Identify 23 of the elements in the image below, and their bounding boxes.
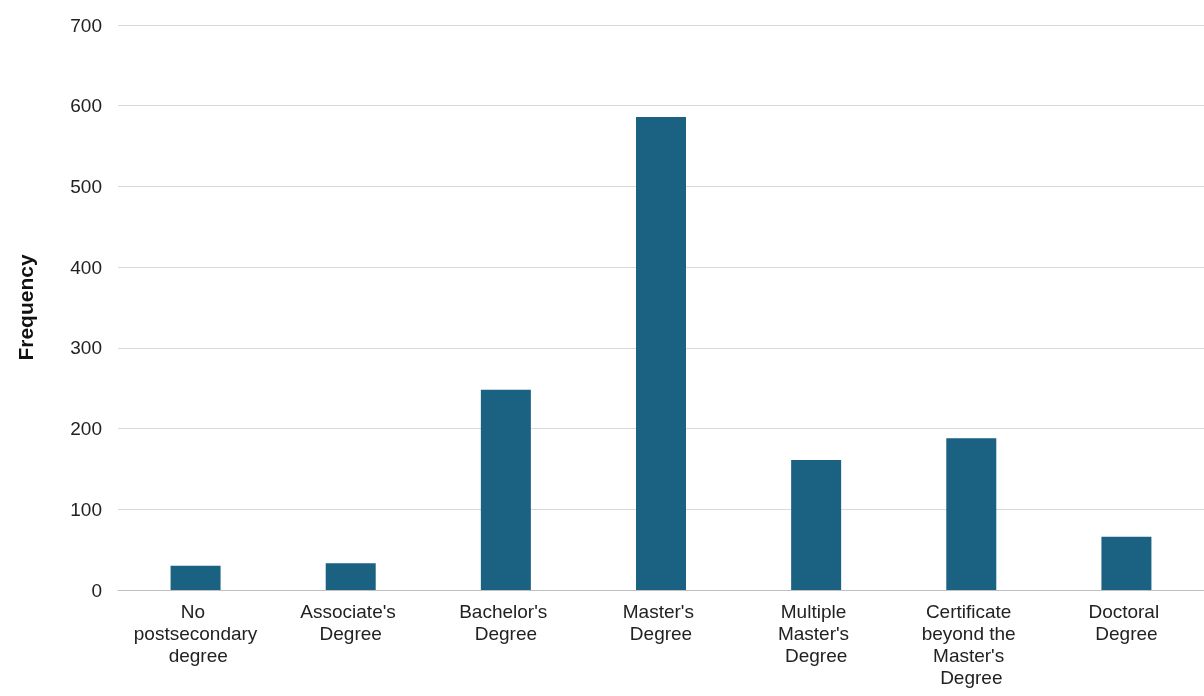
x-tick-label: Master's Degree [622, 600, 700, 644]
bar [791, 460, 842, 590]
x-tick-label: No postsecondary degree [133, 600, 258, 666]
bar [1101, 536, 1152, 590]
y-tick-label: 0 [91, 579, 102, 601]
y-tick-label: 300 [70, 337, 102, 359]
x-tick-label: Doctoral Degree [1088, 600, 1165, 644]
x-tick-label: Bachelor's Degree [459, 600, 553, 644]
y-tick-label: 200 [70, 418, 102, 440]
bar [170, 565, 221, 590]
bar [325, 563, 376, 590]
bar [636, 117, 686, 590]
y-tick-label: 600 [70, 95, 102, 117]
bar [480, 389, 531, 590]
y-tick-label: 500 [70, 175, 102, 197]
x-tick-label: Multiple Master's Degree [777, 600, 855, 666]
x-tick-label: Certificate beyond the Master's Degree [921, 600, 1021, 688]
y-tick-label: 100 [70, 498, 102, 520]
y-tick-label: 700 [70, 14, 102, 36]
x-tick-label: Associate's Degree [300, 600, 402, 644]
bar [946, 438, 997, 590]
y-tick-label: 400 [70, 256, 102, 278]
y-axis-title: Frequency [14, 254, 37, 361]
